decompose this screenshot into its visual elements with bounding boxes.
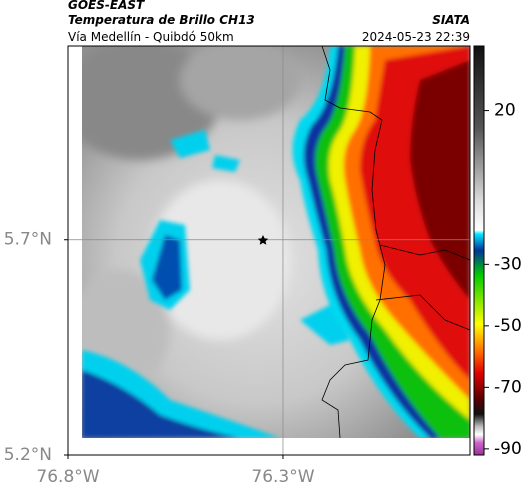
colorbar-tick-label: -90 — [494, 439, 522, 459]
map-frame — [67, 45, 471, 456]
timestamp: 2024-05-23 22:39 — [362, 30, 470, 44]
y-tick-label: 5.2°N — [4, 445, 52, 465]
boundaries — [321, 46, 470, 438]
y-tick-label: 5.7°N — [4, 230, 52, 250]
location-marker — [257, 235, 269, 245]
colorbar-tick-label: -50 — [494, 316, 522, 336]
subtitle: Vía Medellín - Quibdó 50km — [68, 30, 234, 44]
satellite-image — [82, 46, 470, 438]
title: Temperatura de Brillo CH13 — [68, 13, 255, 27]
x-tick-label: 76.8°W — [36, 467, 99, 487]
source-label: GOES-EAST — [68, 0, 145, 12]
colorbar-tick-label: -30 — [494, 254, 522, 274]
org-label: SIATA — [432, 13, 470, 27]
colorbar-tick-label: -70 — [494, 377, 522, 397]
x-tick-label: 76.3°W — [251, 467, 314, 487]
colorbar-tick-label: 20 — [494, 101, 516, 121]
colorbar — [473, 45, 485, 456]
